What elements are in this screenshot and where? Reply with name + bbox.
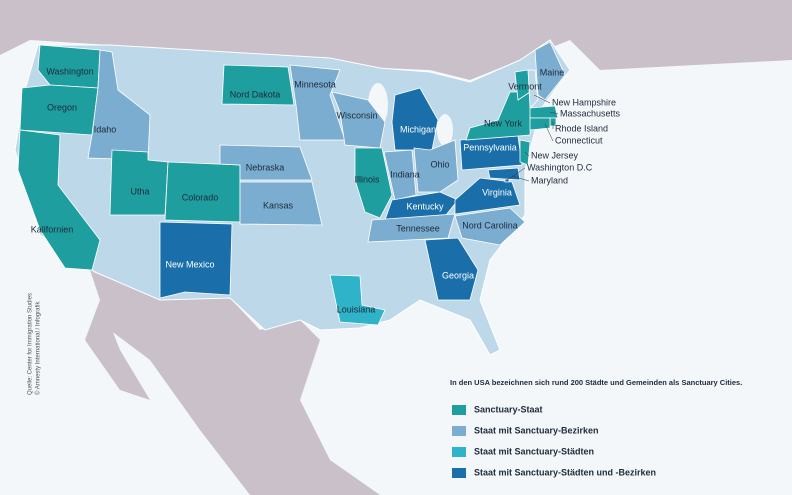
legend-label: Staat mit Sanctuary-Bezirken xyxy=(474,425,599,435)
legend-swatch xyxy=(452,405,466,415)
legend-label: Sanctuary-Staat xyxy=(474,404,543,414)
note: In den USA bezeichnen sich rund 200 Städ… xyxy=(450,378,742,387)
state-label: Kansas xyxy=(263,200,294,210)
state-label: New Jersey xyxy=(531,150,579,160)
state-label: Washington xyxy=(46,66,93,76)
state xyxy=(424,237,479,301)
leader-line xyxy=(549,111,559,115)
legend: Sanctuary-Staat Staat mit Sanctuary-Bezir… xyxy=(452,404,656,478)
state xyxy=(383,149,417,201)
state-label: Kentucky xyxy=(406,201,444,211)
state-label: Minnesota xyxy=(294,79,336,89)
state xyxy=(534,41,566,101)
legend-swatch xyxy=(452,447,466,457)
state-label: Maine xyxy=(540,67,565,77)
state-label: Colorado xyxy=(182,192,219,202)
state-label: Wisconsin xyxy=(336,110,377,120)
state xyxy=(459,135,523,171)
state xyxy=(487,167,521,181)
state xyxy=(384,191,459,221)
legend-swatch xyxy=(452,426,466,436)
state-label: New York xyxy=(484,118,523,128)
state xyxy=(329,274,386,326)
lake-huron xyxy=(437,114,453,146)
state-label: Nord Dakota xyxy=(230,89,281,99)
state-label: Ohio xyxy=(430,159,449,169)
state-label: Rhode Island xyxy=(555,123,608,133)
state-label: Pennsylvania xyxy=(463,142,517,152)
canada xyxy=(0,0,792,80)
state-label: Louisiana xyxy=(337,304,376,314)
state xyxy=(239,181,323,226)
state-label: Connecticut xyxy=(555,135,603,145)
state-label: Maryland xyxy=(531,175,568,185)
state-label: Nebraska xyxy=(246,162,285,172)
state xyxy=(221,64,295,106)
state xyxy=(529,105,559,119)
state-label: Michigan xyxy=(400,124,436,134)
state xyxy=(159,221,233,299)
state-label: Utha xyxy=(130,186,149,196)
mexico xyxy=(90,270,380,495)
state xyxy=(454,177,521,215)
state xyxy=(529,117,551,131)
state-label: Nord Carolina xyxy=(462,220,518,230)
legend-swatch xyxy=(452,468,466,478)
states xyxy=(17,41,566,326)
state xyxy=(413,139,459,193)
state-label: Massachusetts xyxy=(560,108,621,118)
baja xyxy=(85,300,150,400)
legend-label: Staat mit Sanctuary-Städten xyxy=(474,446,594,456)
credit: © Amnesty International / Infografik xyxy=(35,301,42,395)
state xyxy=(354,147,393,219)
state-label: Indiana xyxy=(390,169,420,179)
state-label: Virginia xyxy=(482,187,512,197)
state-label: Illinois xyxy=(354,174,380,184)
state-label: New Hampshire xyxy=(552,97,616,107)
state-label: Washington D.C xyxy=(527,162,593,172)
state-label: Idaho xyxy=(94,124,117,134)
source: Quelle: Center for Immigration Studies xyxy=(28,293,34,395)
leader-line xyxy=(511,175,530,182)
state xyxy=(454,207,526,246)
leader-line xyxy=(533,94,551,104)
state-label: Vermont xyxy=(508,81,542,91)
state-label: Georgia xyxy=(442,270,474,280)
state-label: Oregon xyxy=(47,102,77,112)
state-label: Tennessee xyxy=(396,223,440,233)
state-label: New Mexico xyxy=(165,259,214,269)
state xyxy=(519,139,531,166)
leader-line xyxy=(524,151,530,157)
leader-line xyxy=(544,123,554,142)
state-label: Kalifornien xyxy=(31,224,74,234)
state xyxy=(17,129,101,271)
state xyxy=(527,69,539,109)
state-labels: Washington Oregon Kalifornien Idaho Utha Colo… xyxy=(31,66,621,314)
state xyxy=(219,144,313,181)
leader-line xyxy=(506,167,526,181)
state xyxy=(367,213,456,243)
legend-label: Staat mit Sanctuary-Städten und -Bezirke… xyxy=(474,467,656,477)
